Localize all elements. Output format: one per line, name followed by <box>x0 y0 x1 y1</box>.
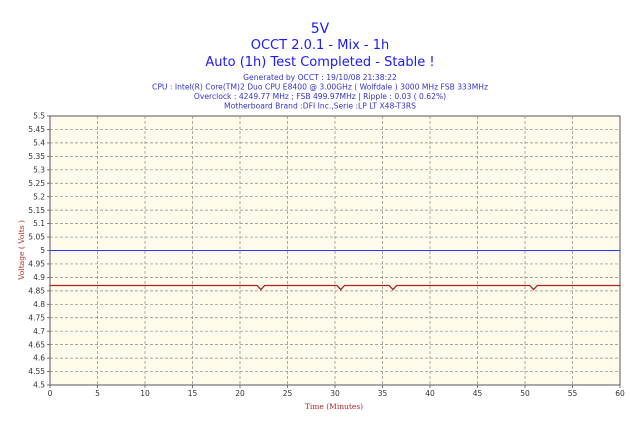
y-tick-label: 5.4 <box>33 139 45 148</box>
x-tick-label: 50 <box>520 389 530 398</box>
chart-title: 5V <box>311 21 330 37</box>
info-overclock: Overclock : 4249.77 MHz ; FSB 499.97MHz … <box>194 92 446 101</box>
x-tick-label: 30 <box>330 389 340 398</box>
chart-subtitle: OCCT 2.0.1 - Mix - 1h <box>251 38 389 53</box>
series-layer <box>49 249 621 291</box>
voltage-data-point <box>529 284 531 287</box>
x-tick-label: 45 <box>473 389 483 398</box>
y-tick-label: 4.5 <box>33 381 45 390</box>
y-tick-label: 4.55 <box>28 367 45 376</box>
y-tick-label: 5.35 <box>28 152 45 161</box>
voltage-data-point <box>532 288 535 291</box>
voltage-data-point <box>619 284 621 287</box>
x-tick-label: 25 <box>283 389 293 398</box>
x-tick-label: 55 <box>568 389 578 398</box>
y-tick-label: 5.15 <box>28 206 45 215</box>
y-tick-label: 5.05 <box>28 233 45 242</box>
y-tick-label: 5.1 <box>33 219 45 228</box>
x-tick-label: 20 <box>235 389 245 398</box>
x-tick-label: 15 <box>188 389 198 398</box>
test-status: Auto (1h) Test Completed - Stable ! <box>205 55 434 70</box>
y-tick-label: 5.3 <box>33 165 45 174</box>
x-tick-label: 40 <box>425 389 435 398</box>
y-tick-label: 5.25 <box>28 179 45 188</box>
voltage-data-point <box>536 284 538 287</box>
y-tick-label: 5 <box>40 246 45 255</box>
voltage-data-point <box>264 284 266 287</box>
voltage-data-point <box>49 284 51 287</box>
voltage-data-point <box>260 288 262 291</box>
info-cpu: CPU : Intel(R) Core(TM)2 Duo CPU E8400 @… <box>152 83 488 92</box>
voltage-data-point <box>256 284 258 287</box>
axis-ticks: 0 5 10 15 20 25 30 35 40 45 50 55 60 4.5 4.55 4.6 4.65 4.… <box>28 112 625 398</box>
voltage-data-point <box>388 284 390 287</box>
x-tick-label: 60 <box>615 389 625 398</box>
voltage-data-point <box>396 284 398 287</box>
voltage-data-point <box>340 288 342 291</box>
voltage-data-point <box>343 284 346 287</box>
x-axis-label: Time (Minutes) <box>305 402 363 411</box>
y-tick-label: 5.45 <box>28 125 45 134</box>
y-tick-label: 4.75 <box>28 313 45 322</box>
y-axis-label: Voltage ( Volts ) <box>17 220 26 281</box>
y-tick-label: 5.2 <box>33 192 45 201</box>
y-tick-label: 4.85 <box>28 286 45 295</box>
y-tick-label: 4.65 <box>28 340 45 349</box>
y-tick-label: 5.5 <box>33 112 45 121</box>
x-tick-label: 35 <box>378 389 388 398</box>
voltage-data-point <box>336 284 338 287</box>
x-tick-label: 10 <box>140 389 150 398</box>
voltage-series-line <box>50 284 620 291</box>
y-tick-label: 4.7 <box>33 327 45 336</box>
info-motherboard: Motherboard Brand :DFI Inc.,Serie :LP LT… <box>224 102 416 111</box>
y-tick-label: 4.6 <box>33 354 45 363</box>
y-tick-label: 4.8 <box>33 300 45 309</box>
voltage-data-point <box>392 288 394 291</box>
y-tick-label: 4.95 <box>28 260 45 269</box>
info-generated: Generated by OCCT : 19/10/08 21:38:22 <box>243 73 397 82</box>
x-tick-label: 0 <box>48 389 53 398</box>
x-tick-label: 5 <box>95 389 100 398</box>
y-tick-label: 4.9 <box>33 273 45 282</box>
